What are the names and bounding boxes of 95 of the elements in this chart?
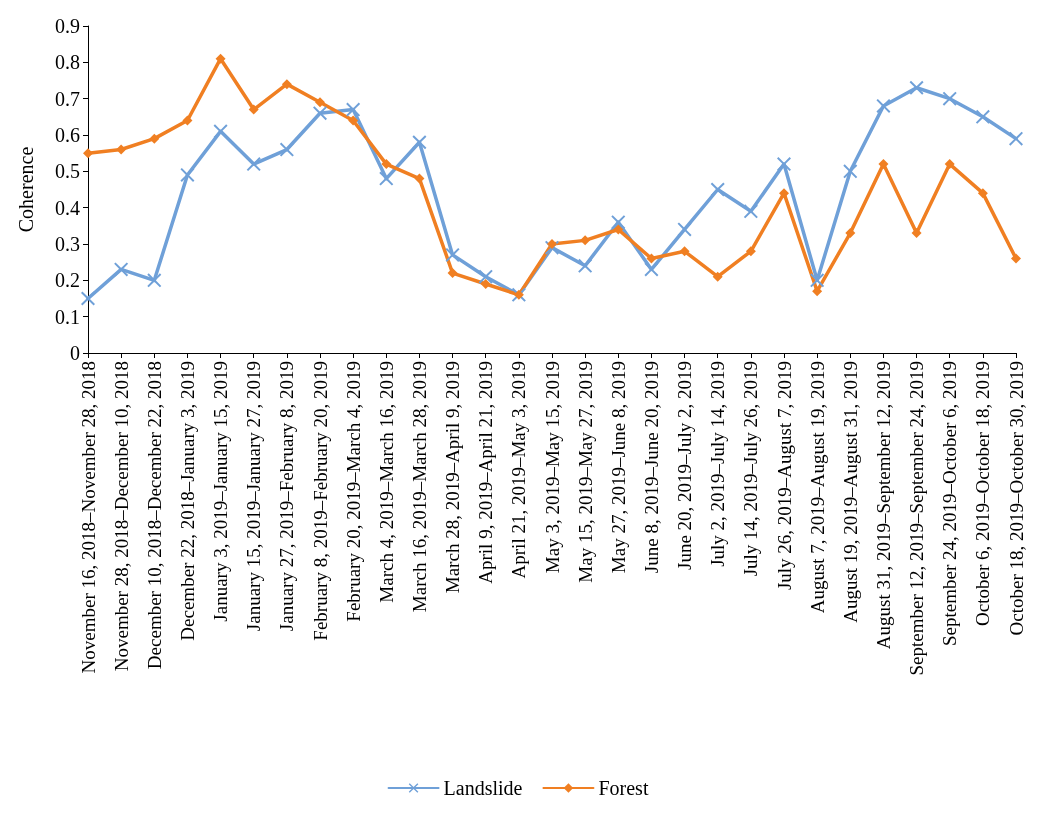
y-tick-label: 0.2 — [55, 269, 80, 292]
y-tick-label: 0.5 — [55, 160, 80, 183]
point — [182, 115, 193, 126]
x-tick-label: August 19, 2019–August 31, 2019 — [839, 361, 861, 623]
point — [116, 144, 127, 155]
point — [876, 98, 891, 113]
x-tick-label: July 14, 2019–July 26, 2019 — [740, 361, 762, 577]
point — [911, 228, 922, 239]
point — [412, 135, 427, 150]
point — [83, 148, 93, 159]
point — [279, 142, 294, 157]
point — [248, 104, 259, 115]
x-tick-label: June 8, 2019–June 20, 2019 — [640, 361, 662, 574]
legend-label: Forest — [598, 777, 649, 799]
y-tick-label: 0.4 — [55, 196, 80, 219]
point — [644, 262, 659, 277]
point — [445, 247, 460, 262]
point — [414, 173, 425, 184]
point — [743, 204, 758, 219]
point — [942, 91, 957, 106]
x-tick-label: January 15, 2019–January 27, 2019 — [243, 361, 265, 632]
x-tick-label: March 16, 2019–March 28, 2019 — [408, 361, 430, 613]
point — [379, 171, 394, 186]
x-tick-label: May 27, 2019–June 8, 2019 — [607, 361, 629, 574]
x-tick-label: May 15, 2019–May 27, 2019 — [574, 361, 596, 583]
point — [281, 79, 292, 90]
point — [810, 273, 825, 288]
x-tick-label: August 7, 2019–August 19, 2019 — [806, 361, 828, 614]
x-tick-label: November 28, 2018–December 10, 2018 — [110, 361, 132, 672]
x-tick-label: December 22, 2018–January 3, 2019 — [176, 361, 198, 641]
x-tick-label: September 12, 2019–September 24, 2019 — [906, 361, 928, 676]
x-tick-label: February 8, 2019–February 20, 2019 — [309, 361, 331, 641]
point — [977, 188, 988, 199]
point — [975, 109, 990, 124]
x-tick-label: February 20, 2019–March 4, 2019 — [342, 361, 364, 622]
point — [313, 106, 327, 121]
point — [611, 215, 626, 230]
point — [677, 222, 692, 237]
point — [478, 269, 493, 284]
point — [480, 278, 491, 289]
x-tick-label: October 6, 2019–October 18, 2019 — [972, 361, 994, 626]
x-tick-label: July 26, 2019–August 7, 2019 — [773, 361, 795, 591]
point — [580, 235, 591, 246]
x-tick-label: March 4, 2019–March 16, 2019 — [375, 361, 397, 603]
x-tick-label: September 24, 2019–October 6, 2019 — [939, 361, 961, 646]
point — [745, 246, 756, 257]
point — [646, 253, 657, 264]
point — [1009, 131, 1023, 146]
x-tick-label: November 16, 2018–November 28, 2018 — [77, 361, 99, 674]
point — [348, 115, 359, 126]
x-tick-label: April 9, 2019–April 21, 2019 — [475, 361, 497, 584]
point — [149, 133, 160, 144]
point — [712, 271, 723, 282]
point — [447, 268, 458, 279]
point — [845, 228, 856, 239]
point — [812, 286, 823, 297]
x-tick-label: January 27, 2019–February 8, 2019 — [276, 361, 298, 632]
x-tick-label: August 31, 2019–September 12, 2019 — [872, 361, 894, 650]
point — [779, 188, 789, 199]
point — [1011, 253, 1021, 264]
x-tick-label: January 3, 2019–January 15, 2019 — [210, 361, 232, 622]
y-tick-label: 0.1 — [55, 305, 80, 328]
point — [878, 159, 889, 170]
y-tick-label: 0.8 — [55, 51, 80, 74]
x-tick-label: April 21, 2019–May 3, 2019 — [508, 361, 530, 579]
y-tick-label: 0.6 — [55, 124, 80, 146]
point — [315, 97, 325, 108]
point — [679, 246, 690, 257]
x-tick-label: June 20, 2019–July 2, 2019 — [674, 361, 696, 570]
y-tick-label: 0 — [70, 342, 80, 364]
y-tick-label: 0.7 — [55, 87, 80, 110]
point — [215, 53, 226, 64]
y-axis-title: Coherence — [15, 146, 37, 233]
point — [909, 80, 924, 95]
point — [147, 273, 162, 288]
point — [843, 164, 858, 179]
y-tick-label: 0.3 — [55, 233, 80, 255]
point — [613, 224, 624, 235]
point — [578, 258, 593, 273]
legend-label: Landslide — [443, 777, 523, 799]
point — [944, 159, 955, 170]
x-tick-label: May 3, 2019–May 15, 2019 — [541, 361, 563, 574]
point — [246, 157, 261, 172]
x-tick-label: December 10, 2018–December 22, 2018 — [143, 361, 165, 670]
point — [213, 124, 228, 139]
x-tick-label: July 2, 2019–July 14, 2019 — [707, 361, 729, 567]
x-tick-label: October 18, 2019–October 30, 2019 — [1005, 361, 1027, 636]
y-tick-label: 0.9 — [55, 15, 80, 37]
point — [710, 182, 725, 197]
point — [777, 157, 791, 172]
point — [346, 102, 361, 117]
x-tick-label: March 28, 2019–April 9, 2019 — [442, 361, 464, 594]
point — [114, 262, 129, 277]
point — [180, 167, 195, 182]
point — [381, 159, 392, 170]
